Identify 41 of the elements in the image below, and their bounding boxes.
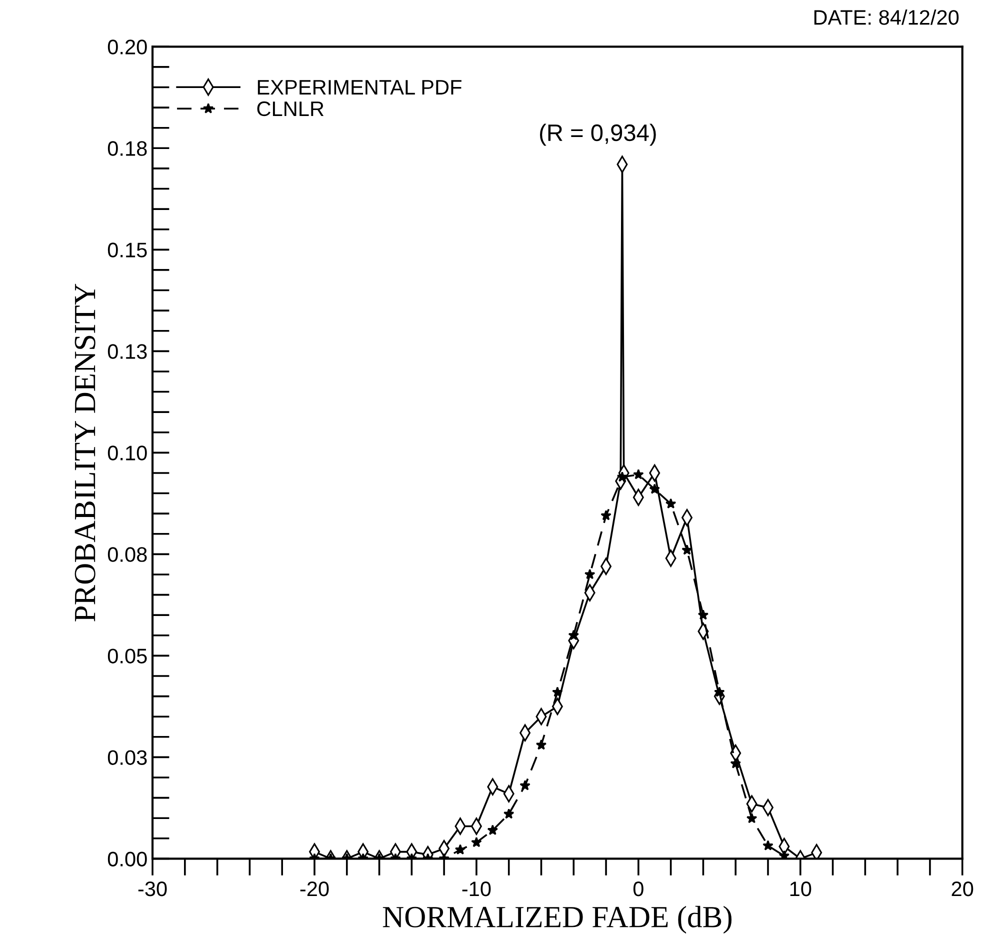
legend-label: CLNLR — [257, 101, 324, 116]
y-tick-label: 0.13 — [108, 344, 147, 359]
point — [762, 840, 774, 850]
point — [503, 808, 514, 819]
point — [665, 498, 676, 509]
point — [616, 471, 628, 482]
x-axis-title: NORMALIZED FADE (dB) — [382, 906, 732, 934]
point — [811, 844, 822, 859]
point — [487, 824, 498, 835]
x-tick-label: -10 — [462, 881, 491, 896]
point — [730, 758, 741, 768]
x-tick-label: -20 — [300, 881, 329, 896]
point — [471, 836, 482, 848]
point — [682, 544, 692, 555]
x-tick-label: 0 — [633, 881, 644, 896]
y-tick-label: 0.20 — [108, 40, 147, 54]
y-tick-label: 0.00 — [108, 852, 147, 866]
x-tick-label: -30 — [138, 881, 167, 896]
legend-label: EXPERIMENTAL PDF — [258, 80, 462, 94]
point — [454, 844, 466, 854]
y-tick-label: 0.18 — [108, 141, 147, 156]
text: DATE: 84/12/20 — [814, 10, 959, 25]
y-tick-label: 0.15 — [108, 242, 147, 258]
y-tick-label: 0.03 — [108, 750, 147, 765]
y-tick-label: 0.10 — [108, 446, 147, 460]
x-tick-label: 20 — [952, 881, 974, 896]
point — [633, 468, 644, 480]
y-tick-label: 0.08 — [108, 547, 147, 562]
y-axis-title: PROBABILITY DENSITY — [74, 284, 96, 622]
point — [584, 568, 596, 580]
point — [600, 510, 612, 520]
annotation: (R = 0,934) — [540, 124, 656, 146]
point — [568, 630, 580, 640]
point — [746, 812, 758, 824]
point — [520, 780, 530, 790]
point — [536, 739, 547, 750]
point — [698, 609, 709, 620]
y-tick-label: 0.05 — [108, 648, 147, 664]
x-tick-label: 10 — [790, 881, 812, 896]
point — [649, 484, 660, 494]
point — [552, 686, 563, 697]
